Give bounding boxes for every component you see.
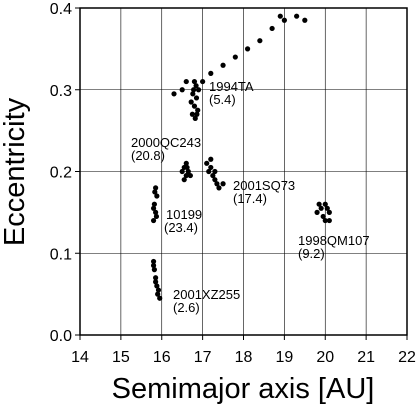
point	[190, 91, 196, 97]
point	[193, 95, 200, 101]
annotation-value: (17.4)	[233, 191, 267, 206]
point	[200, 78, 206, 85]
annotation-value: (5.4)	[209, 92, 236, 107]
point	[257, 38, 263, 44]
point	[326, 217, 332, 224]
point	[277, 13, 283, 19]
point	[191, 103, 198, 109]
point	[191, 78, 198, 85]
point	[216, 185, 222, 191]
y-tick-label: 0.1	[50, 246, 72, 263]
x-tick-label: 21	[357, 349, 375, 366]
x-tick-label: 16	[153, 349, 171, 366]
point	[150, 205, 157, 211]
point	[157, 295, 163, 301]
point	[150, 217, 157, 224]
point	[155, 287, 162, 293]
point	[208, 70, 214, 76]
point	[152, 189, 158, 195]
point	[183, 172, 189, 179]
point	[220, 62, 226, 68]
point	[324, 205, 330, 211]
point	[208, 156, 214, 162]
point	[210, 172, 216, 179]
point	[281, 17, 287, 23]
x-tick-label: 18	[235, 349, 253, 366]
point	[179, 168, 185, 175]
annotation-name: 2001XZ255	[173, 287, 240, 302]
point	[314, 209, 320, 215]
y-tick-label: 0.2	[50, 165, 72, 182]
point	[171, 91, 177, 97]
x-tick-label: 20	[316, 349, 334, 366]
point	[187, 172, 193, 179]
point	[214, 181, 220, 187]
point	[150, 262, 157, 269]
point	[188, 99, 194, 105]
point	[302, 17, 308, 23]
point	[191, 87, 197, 93]
point	[194, 111, 200, 117]
point	[326, 209, 332, 215]
point	[153, 213, 160, 220]
point	[184, 164, 190, 171]
point	[185, 168, 191, 175]
point	[212, 177, 218, 183]
annotation-value: (23.4)	[164, 220, 198, 235]
x-tick-label: 14	[71, 349, 89, 366]
point	[153, 209, 159, 215]
point	[183, 78, 189, 85]
point	[150, 258, 157, 265]
point	[316, 201, 322, 207]
point	[204, 160, 210, 166]
point	[151, 267, 157, 273]
point	[189, 111, 196, 117]
point	[195, 107, 201, 113]
annotation-value: (20.8)	[131, 148, 165, 163]
x-tick-label: 17	[194, 349, 212, 366]
point	[244, 46, 251, 52]
point	[155, 291, 161, 297]
annotation-name: 10199	[166, 207, 202, 222]
x-tick-label: 15	[112, 349, 130, 366]
point	[322, 201, 328, 207]
point	[294, 13, 300, 19]
point	[192, 115, 198, 121]
x-axis-title: Semimajor axis [AU]	[112, 373, 375, 405]
annotation-name: 2001SQ73	[233, 178, 295, 193]
point	[193, 83, 199, 89]
x-tick-label: 19	[275, 349, 293, 366]
point	[179, 87, 185, 93]
y-tick-label: 0.3	[50, 83, 72, 100]
point	[195, 87, 202, 93]
point	[318, 205, 324, 211]
annotation-name: 1998QM107	[298, 233, 370, 248]
point	[322, 217, 328, 224]
point	[183, 160, 189, 166]
point	[151, 201, 157, 207]
point	[206, 168, 212, 175]
annotation-value: (2.6)	[173, 300, 200, 315]
point	[154, 193, 160, 199]
point	[269, 25, 275, 32]
annotation-name: 1994TA	[209, 79, 254, 94]
point	[220, 181, 226, 187]
point	[212, 168, 218, 175]
point	[154, 283, 160, 289]
point	[232, 54, 238, 60]
annotation-name: 2000QC243	[131, 135, 201, 150]
point	[208, 164, 214, 171]
annotation-value: (9.2)	[298, 246, 325, 261]
plot-frame	[79, 7, 408, 336]
point	[320, 213, 326, 220]
y-tick-label: 0.4	[50, 1, 72, 18]
y-axis-title: Eccentricity	[0, 97, 31, 246]
point	[153, 275, 159, 281]
x-tick-label: 22	[398, 349, 416, 366]
point	[153, 185, 159, 191]
point	[181, 177, 187, 183]
point	[153, 279, 159, 285]
y-tick-label: 0.0	[50, 328, 72, 345]
